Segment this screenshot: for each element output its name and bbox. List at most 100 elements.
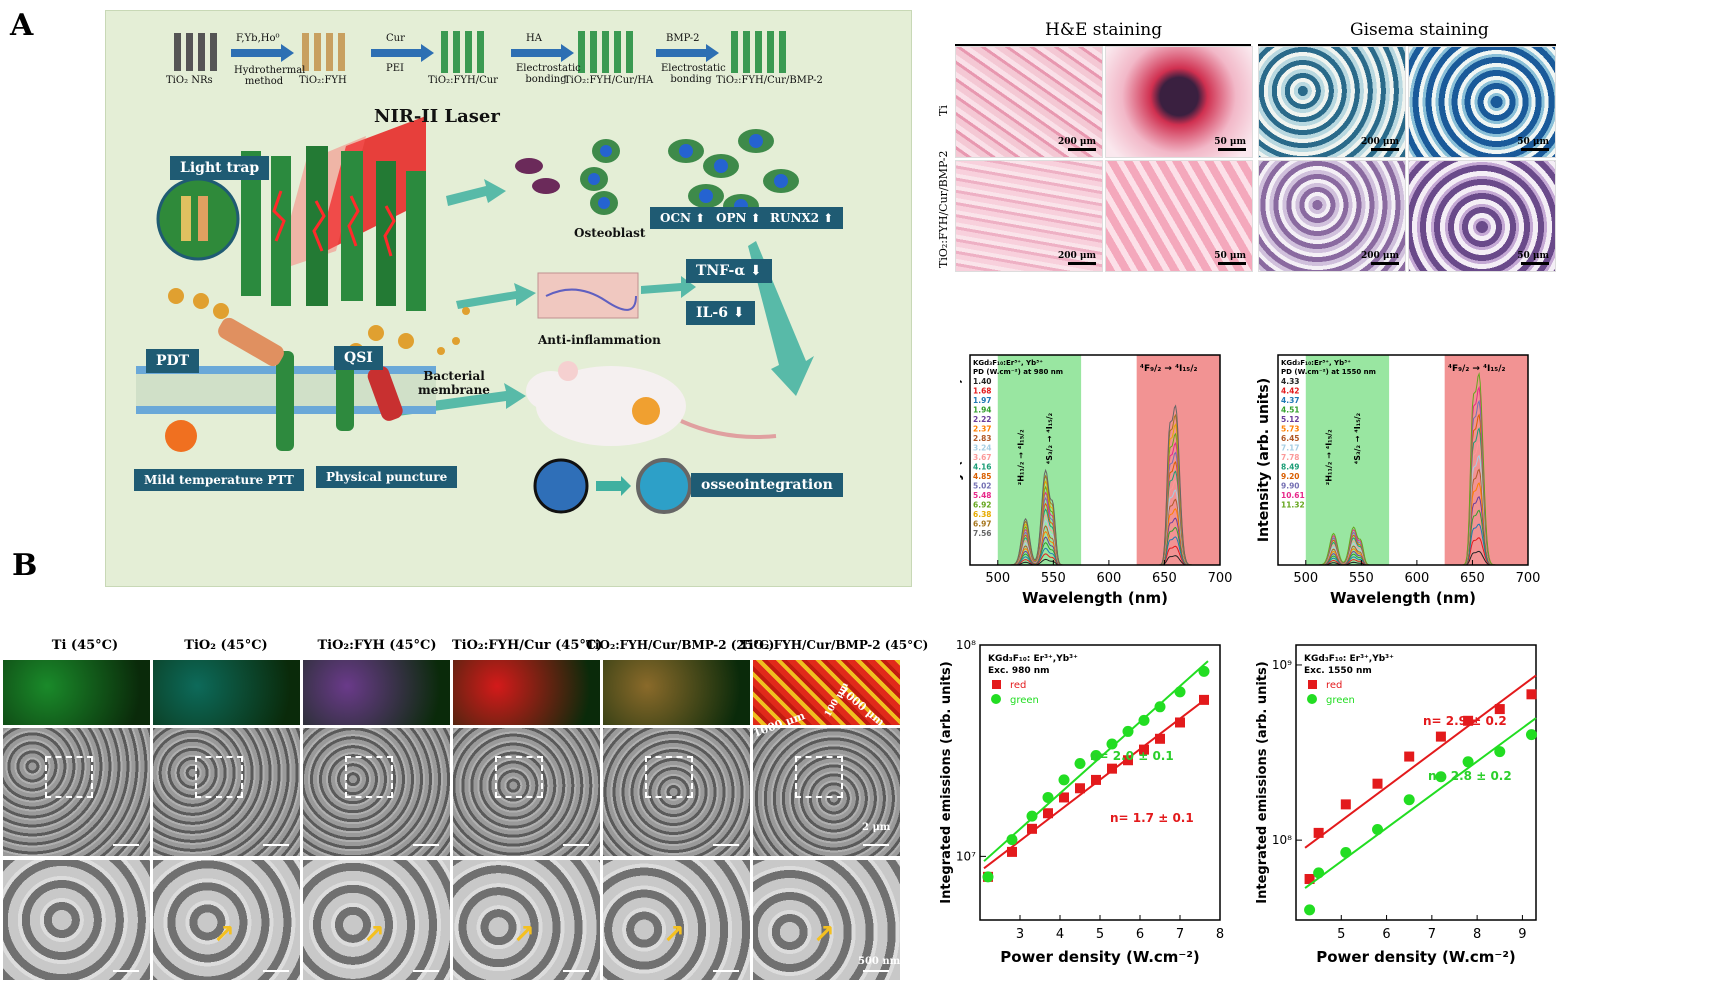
data-point-green [982, 871, 994, 883]
annotation-4s: ⁴S₃/₂ → ⁴I₁₅/₂ [1045, 412, 1054, 464]
cytokine-il6-text: IL-6 [696, 305, 728, 321]
x-tick-label: 500 [1293, 571, 1318, 586]
x-axis-label: Power density (W.cm⁻²) [1316, 948, 1516, 966]
flow-arrow4-top: BMP-2 [666, 33, 700, 44]
legend-entry: 2.83 [973, 434, 992, 443]
cytokine-tnf-text: TNF-α [696, 263, 746, 279]
b-yellow-arrow: ↗ [663, 920, 685, 950]
flow-label-tio2-fyh-cur: TiO₂:FYH/Cur [428, 75, 498, 86]
c-scale-label: 200 μm [1360, 137, 1399, 147]
data-point-green [1304, 904, 1316, 916]
x-tick-label: 650 [1460, 571, 1485, 586]
legend-entry: 5.73 [1281, 425, 1300, 434]
b-zoom-box [645, 756, 693, 798]
y-axis-label: Intensity (arb. units) [960, 378, 964, 542]
c-histology-tile: 200 μm [955, 46, 1103, 158]
data-point-red [1175, 717, 1185, 728]
x-tick-label: 5 [1337, 927, 1345, 942]
data-point-red [1435, 731, 1446, 742]
c-scale-bar [1218, 148, 1246, 151]
data-point-green [1090, 750, 1102, 762]
data-point-red [1304, 873, 1315, 884]
b-confocal-tile [303, 660, 450, 725]
c-he-rule [955, 44, 1251, 46]
c-row-label-ti: Ti [937, 105, 950, 116]
c-histology-tile: 50 μm [1105, 46, 1253, 158]
legend-entry: 7.56 [973, 529, 992, 538]
data-point-red [1123, 755, 1133, 766]
b-header-4: TiO₂:FYH/Cur (45°C) [452, 638, 603, 653]
b-scale-bar [263, 970, 289, 972]
flow-arrow2-bottom: PEI [386, 63, 404, 74]
legend-entry: 9.20 [1281, 472, 1300, 481]
flow-arrow1-bottom: Hydrothermal method [234, 65, 306, 87]
annotation-4s: ⁴S₃/₂ → ⁴I₁₅/₂ [1353, 412, 1362, 464]
x-tick-label: 500 [985, 571, 1010, 586]
fit-line-green [983, 660, 1209, 862]
flow-label-tio2-fyh: TiO₂:FYH [299, 75, 347, 86]
x-tick-label: 550 [1349, 571, 1374, 586]
legend-subtitle: PD (W.cm⁻²) at 980 nm [973, 368, 1063, 376]
green-band [997, 355, 1082, 565]
c-scale-label: 50 μm [1517, 137, 1549, 147]
x-tick-label: 650 [1152, 571, 1177, 586]
legend-entry: 5.48 [973, 491, 992, 500]
b-zoom-box [345, 756, 393, 798]
flow-arrow3-bottom: Electrostatic bonding [516, 63, 581, 85]
c-scale-bar [1068, 262, 1096, 265]
legend-entry: 6.97 [973, 520, 992, 529]
legend-entry: 11.32 [1281, 501, 1305, 510]
c-row-label-coated: TiO₂:FYH/Cur/BMP-2 [937, 150, 950, 268]
b-yellow-arrow: ↗ [213, 920, 235, 950]
b-scale-bar [113, 844, 139, 846]
flow-label-tio2-fyh-cur-bmp2: TiO₂:FYH/Cur/BMP-2 [716, 75, 823, 86]
data-point-green [1026, 810, 1038, 822]
c-histology-tile: 50 μm [1408, 160, 1556, 272]
legend-entry: 8.49 [1281, 463, 1300, 472]
legend-entry: 1.94 [973, 406, 992, 415]
data-point-red [1494, 704, 1505, 715]
slope-red: n= 2.9 ± 0.2 [1423, 714, 1507, 728]
legend-entry: 10.61 [1281, 491, 1305, 500]
data-point-green [1198, 665, 1210, 677]
osteoblast-label: Osteoblast [574, 226, 646, 240]
x-axis-label: Power density (W.cm⁻²) [1000, 948, 1200, 966]
c-scale-bar [1371, 148, 1399, 151]
marker-runx2-text: RUNX2 [770, 211, 820, 225]
x-tick-label: 550 [1041, 571, 1066, 586]
b-scale-bar [113, 970, 139, 972]
physical-puncture-tag: Physical puncture [316, 466, 458, 488]
fit-line-green [1304, 717, 1537, 889]
legend-entry: 3.67 [973, 453, 992, 462]
data-point-green [1462, 756, 1474, 768]
plot-frame [969, 354, 1221, 566]
bacterial-membrane-label: Bacterial membrane [418, 369, 490, 397]
chart-spectrum-980: 500 550 600 650 700 Wavelength (nm) Intensity … [960, 354, 1232, 607]
b-sem-high-mag-tile: ↗ [453, 860, 600, 980]
legend-title: KGd₃F₁₀: Er³⁺,Yb³⁺ [1304, 654, 1394, 664]
annotation-2h: ²H₁₁/₂ → ⁴I₁₅/₂ [1324, 429, 1333, 485]
legend-marker-green [991, 694, 1001, 704]
data-point-red [1372, 778, 1383, 789]
data-point-green [1042, 791, 1054, 803]
x-axis-label: Wavelength (nm) [1330, 589, 1476, 607]
x-tick-label: 7 [1176, 927, 1184, 942]
c-histology-tile: 50 μm [1105, 160, 1253, 272]
legend-entry: 4.33 [1281, 377, 1300, 386]
data-point-green [1006, 834, 1018, 846]
c-scale-label: 50 μm [1214, 137, 1246, 147]
x-tick-label: 5 [1096, 927, 1104, 942]
plot-frame [1277, 354, 1529, 566]
marker-ocn-text: OCN [660, 211, 691, 225]
c-scale-bar [1068, 148, 1096, 151]
legend-entry: 1.68 [973, 387, 992, 396]
data-point-green [1313, 867, 1325, 879]
c-gi-header: Gisema staining [1350, 20, 1489, 40]
flow-label-tio2-fyh-cur-ha: TiO₂:FYH/Cur/HA [564, 75, 654, 86]
legend-subtitle: PD (W.cm⁻²) at 1550 nm [1281, 368, 1376, 376]
data-point-green [1340, 846, 1352, 858]
cytokine-il6: IL-6 ⬇ [686, 301, 755, 325]
c-scale-bar [1218, 262, 1246, 265]
data-point-red [1199, 694, 1209, 705]
flow-arrow1-top: F,Yb,Ho⁰ [236, 33, 280, 44]
